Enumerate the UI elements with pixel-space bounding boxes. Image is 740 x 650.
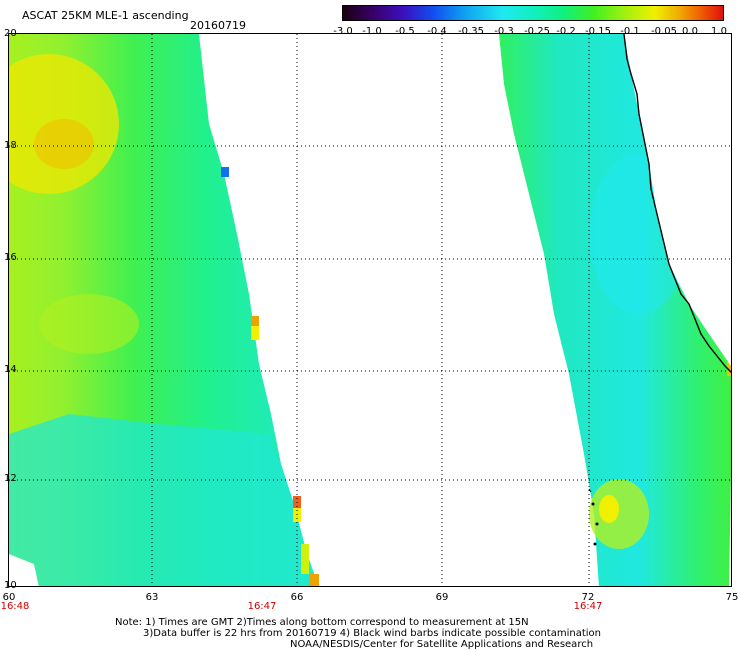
colorbar-label: -0.3 (494, 26, 514, 37)
colorbar-label: 0.0 (682, 26, 698, 37)
lat-lon-grid (9, 34, 731, 586)
pass-time: 16:47 (247, 601, 277, 612)
island (593, 542, 597, 546)
island (595, 522, 599, 526)
swath-cell (221, 167, 229, 177)
lon-label: 60 (2, 592, 16, 603)
map-panel[interactable] (8, 33, 732, 587)
colorbar-label: -0.15 (585, 26, 611, 37)
lat-label: 16 (4, 252, 17, 263)
yellow-green-patch (589, 479, 649, 549)
colorbar-label: -0.25 (524, 26, 550, 37)
footer-note-2: 3)Data buffer is 22 hrs from 20160719 4)… (143, 628, 601, 639)
colorbar-label: -0.35 (458, 26, 484, 37)
island-marks (588, 488, 592, 493)
swath-cell (251, 326, 259, 340)
swath-cell (309, 574, 319, 586)
colorbar-label: 1.0 (711, 26, 727, 37)
lon-label: 72 (581, 592, 595, 603)
lon-label: 63 (145, 592, 159, 603)
footer-note-1: Note: 1) Times are GMT 2)Times along bot… (115, 617, 529, 628)
swath-cell (251, 316, 259, 326)
colorbar-label: -0.5 (395, 26, 415, 37)
land-area-top (709, 34, 731, 359)
land-area (624, 34, 731, 586)
color-scale-bar (342, 5, 724, 21)
lon-label: 66 (290, 592, 304, 603)
lat-label: 12 (4, 473, 17, 484)
pass-time: 16:47 (573, 601, 603, 612)
lat-label: 18 (4, 140, 17, 151)
swath-map (9, 34, 731, 586)
green-patch (39, 294, 139, 354)
lat-label: 20 (4, 28, 17, 39)
product-title: ASCAT 25KM MLE-1 ascending (22, 9, 189, 22)
lon-label: 69 (435, 592, 449, 603)
swath-cell (301, 544, 309, 574)
colorbar-label: -3.0 (333, 26, 353, 37)
lat-label: 14 (4, 364, 17, 375)
coastline (623, 34, 731, 373)
yellow-patch (599, 495, 619, 523)
left-swath-lower (9, 414, 319, 586)
swath-cell (727, 362, 731, 376)
island (591, 502, 595, 506)
colorbar-label: -0.2 (556, 26, 576, 37)
colorbar-label: -0.1 (620, 26, 640, 37)
pass-time: 16:48 (0, 601, 30, 612)
yellow-patch-core (34, 119, 94, 169)
colorbar-label: -0.4 (427, 26, 447, 37)
colorbar-label: -0.05 (651, 26, 677, 37)
lon-label: 75 (725, 592, 739, 603)
product-date: 20160719 (190, 19, 246, 32)
colorbar-label: -1.0 (362, 26, 382, 37)
lat-label: 10 (4, 580, 17, 591)
footer-credit: NOAA/NESDIS/Center for Satellite Applica… (290, 639, 594, 650)
